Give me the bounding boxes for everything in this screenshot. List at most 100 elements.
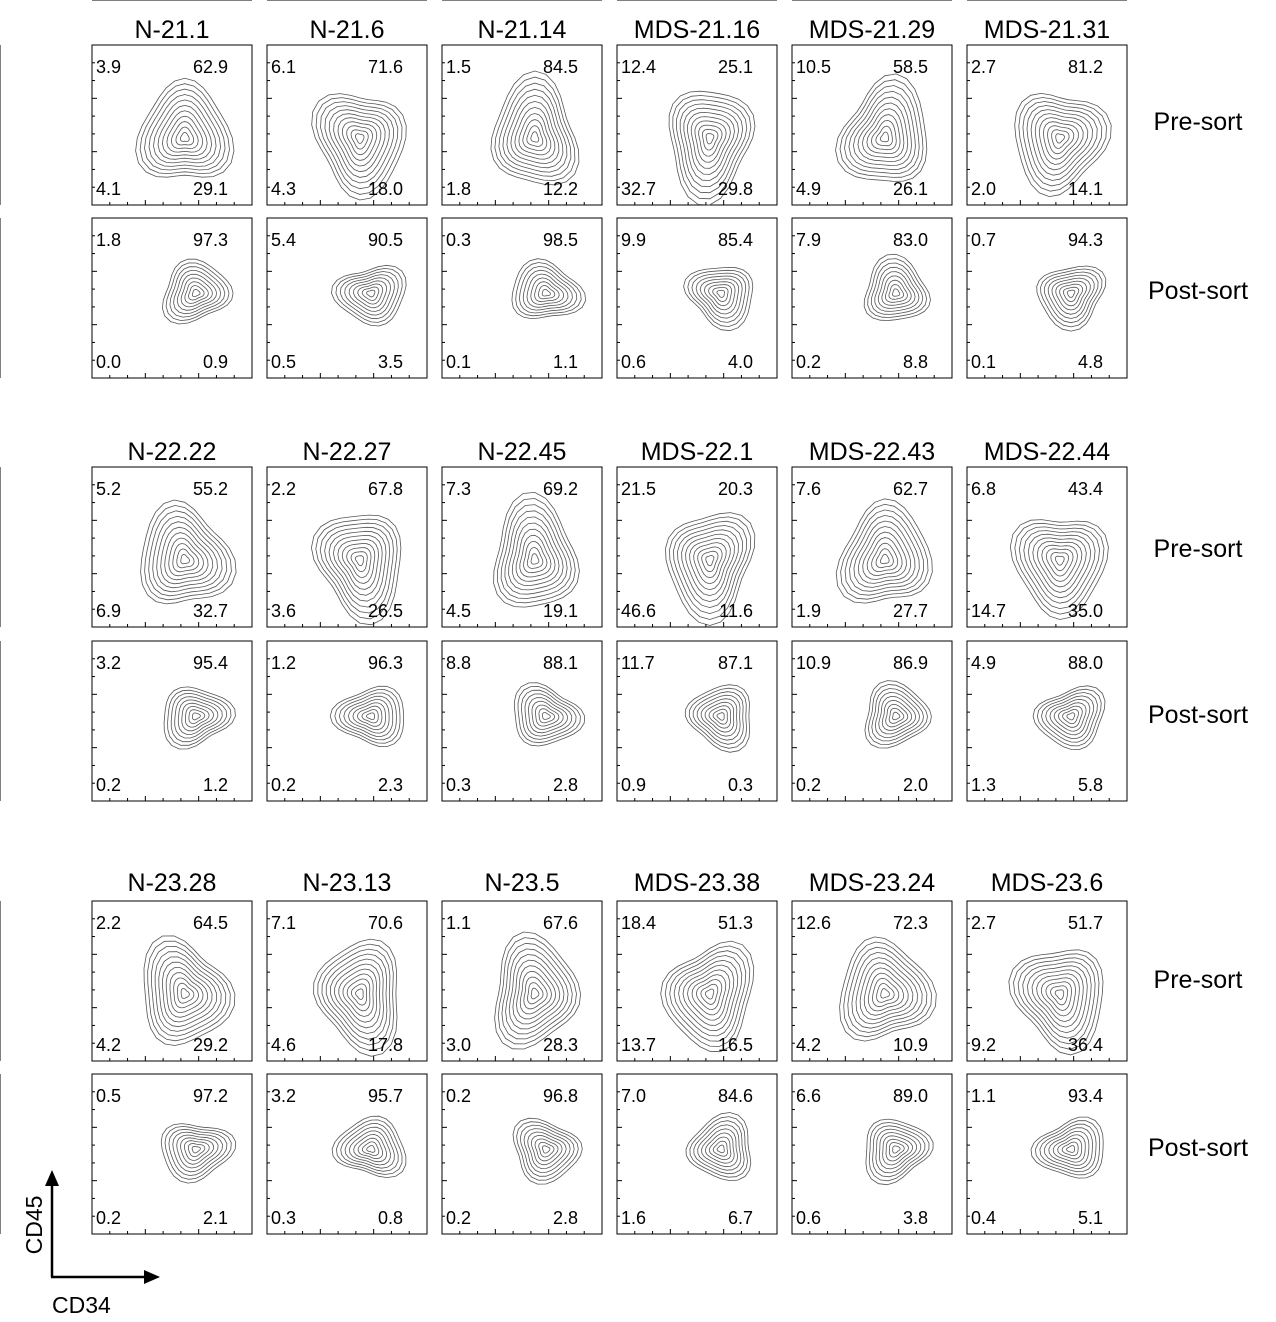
quadrant-label-upper-left: 1.2 (271, 653, 296, 673)
density-contour (835, 498, 933, 604)
contour-panel: 1.8 97.3 0.0 0.9 (0, 0, 253, 379)
density-contour (677, 525, 743, 609)
quadrant-label-upper-left: 3.2 (96, 653, 121, 673)
quadrant-label-upper-right: 25.1 (718, 57, 753, 77)
density-contour (343, 695, 394, 737)
density-contour (1041, 544, 1078, 582)
density-contour (139, 83, 230, 175)
density-contour (708, 1136, 732, 1161)
density-contour (519, 970, 552, 1015)
density-contour (150, 945, 227, 1037)
row-label: Pre-sort (1154, 535, 1243, 563)
quadrant-label-lower-left: 1.3 (971, 775, 996, 795)
density-contour (502, 88, 568, 173)
density-contour (156, 521, 218, 589)
density-contour (701, 550, 719, 573)
density-contour (519, 1124, 575, 1177)
density-contour (708, 705, 732, 729)
density-contour (1059, 283, 1084, 307)
quadrant-label-upper-left: 0.3 (446, 230, 471, 250)
quadrant-label-lower-right: 0.9 (203, 352, 228, 372)
density-contour (665, 512, 756, 626)
density-contour (192, 712, 201, 721)
density-contour (1032, 685, 1106, 751)
quadrant-label-lower-left: 0.6 (796, 1208, 821, 1228)
density-contour (687, 269, 750, 327)
density-contour (173, 270, 222, 315)
density-contour (170, 692, 228, 743)
density-contour (1013, 953, 1100, 1050)
quadrant-label-upper-left: 5.2 (96, 479, 121, 499)
density-contour (325, 953, 388, 1040)
density-contour (169, 972, 204, 1014)
quadrant-label-lower-left: 0.9 (621, 775, 646, 795)
quadrant-label-lower-right: 4.8 (1078, 352, 1103, 372)
density-contour (1039, 1123, 1097, 1173)
density-contour (872, 1125, 926, 1178)
density-contour (353, 1134, 387, 1163)
quadrant-label-lower-left: 32.7 (621, 179, 656, 199)
density-contour (1022, 961, 1092, 1039)
density-contour (866, 537, 903, 577)
density-contour (530, 277, 565, 305)
quadrant-label-upper-right: 62.9 (193, 57, 228, 77)
panel-frame (966, 44, 1128, 206)
density-contour (339, 271, 399, 320)
quadrant-label-upper-right: 83.0 (893, 230, 928, 250)
density-contour (530, 553, 540, 565)
density-contour (160, 1123, 237, 1184)
density-contour (165, 262, 230, 322)
density-contour (181, 702, 214, 732)
density-contour (700, 983, 719, 1005)
density-contour (357, 283, 384, 305)
panel-frame (91, 217, 253, 379)
quadrant-label-upper-left: 7.1 (271, 913, 296, 933)
density-contour (875, 125, 893, 147)
density-contour (1014, 522, 1105, 615)
density-contour (526, 125, 544, 147)
quadrant-label-upper-right: 58.5 (893, 57, 928, 77)
contour-panel: 6.6 89.0 0.6 3.8 (0, 0, 953, 1235)
quadrant-label-lower-right: 2.1 (203, 1208, 228, 1228)
density-contour (696, 694, 741, 741)
density-contour (1054, 555, 1065, 566)
density-contour (328, 109, 390, 178)
density-contour (361, 709, 379, 724)
sample-title: N-23.13 (303, 869, 392, 897)
density-contour (704, 701, 735, 733)
quadrant-label-lower-right: 0.8 (378, 1208, 403, 1228)
quadrant-label-lower-right: 32.7 (193, 601, 228, 621)
cd45-arrow-head (45, 1170, 59, 1186)
density-contour (164, 532, 209, 581)
sample-title: N-23.28 (128, 869, 217, 897)
density-contour (712, 287, 729, 302)
density-contour (872, 977, 900, 1008)
density-contour (1027, 533, 1092, 599)
quadrant-label-lower-left: 0.6 (621, 352, 646, 372)
density-contour (857, 102, 909, 163)
density-contour (688, 687, 748, 749)
density-contour (143, 935, 236, 1046)
quadrant-label-lower-right: 3.5 (378, 352, 403, 372)
density-contour (1036, 541, 1083, 588)
density-contour (531, 700, 564, 730)
density-contour (535, 704, 560, 727)
density-contour (341, 121, 378, 161)
contour-panel: 7.6 62.7 1.9 27.7 (0, 0, 953, 628)
density-contour (352, 702, 386, 731)
quadrant-label-lower-right: 12.2 (543, 179, 578, 199)
panel-frame (91, 640, 253, 802)
density-contour (361, 286, 380, 301)
density-contour (1052, 1134, 1086, 1163)
quadrant-label-lower-left: 4.5 (446, 601, 471, 621)
panel-frame (791, 466, 953, 628)
density-contour (877, 271, 916, 309)
density-contour (1018, 526, 1101, 610)
density-contour (1066, 289, 1076, 298)
density-contour (158, 956, 218, 1028)
density-contour (180, 988, 190, 999)
quadrant-label-lower-left: 1.9 (796, 601, 821, 621)
quadrant-label-upper-right: 43.4 (1068, 479, 1103, 499)
density-contour (1026, 105, 1098, 181)
density-contour (870, 262, 924, 315)
